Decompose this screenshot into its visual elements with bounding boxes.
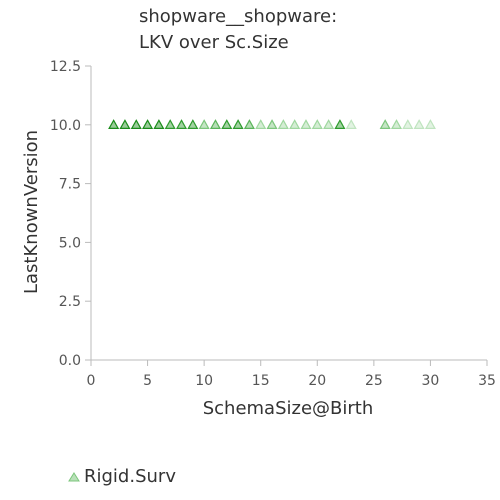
y-tick-label: 2.5 (59, 294, 81, 310)
x-tick-label: 30 (422, 373, 440, 389)
x-tick-label: 10 (195, 373, 213, 389)
data-point (379, 119, 391, 129)
x-tick-label: 20 (308, 373, 326, 389)
y-axis-label: LastKnownVersion (21, 130, 42, 294)
data-point (164, 119, 176, 129)
data-point (390, 119, 403, 129)
data-point (221, 119, 233, 129)
data-point (187, 119, 199, 129)
x-tick-label: 35 (478, 373, 496, 389)
y-tick-label: 7.5 (59, 177, 81, 193)
data-point (175, 119, 188, 129)
y-tick-label: 12.5 (50, 59, 81, 75)
data-point (142, 119, 154, 129)
y-tick-label: 0.0 (59, 353, 81, 369)
data-point (289, 119, 301, 129)
x-tick-label: 25 (365, 373, 383, 389)
y-tick-label: 10.0 (50, 118, 81, 134)
data-point (255, 119, 267, 129)
data-point (266, 119, 278, 129)
legend-label-rigid-surv: Rigid.Surv (84, 466, 176, 487)
axes: 0.0 2.5 5.0 7.5 10.0 12.5 0 5 10 15 20 25 30 35 (50, 59, 496, 389)
data-points (108, 119, 436, 129)
data-point (243, 119, 255, 129)
data-point (232, 119, 244, 129)
data-point (119, 119, 131, 129)
data-point (198, 119, 210, 129)
legend: Rigid.Surv (68, 466, 176, 487)
data-point (108, 119, 120, 129)
chart-subtitle: LKV over Sc.Size (139, 32, 289, 53)
y-tick-label: 5.0 (59, 235, 81, 251)
x-tick-label: 15 (252, 373, 270, 389)
data-point (311, 119, 323, 129)
data-point (209, 119, 221, 129)
data-point (345, 119, 357, 129)
data-point (402, 119, 414, 129)
data-point (277, 119, 289, 129)
data-point (413, 119, 425, 129)
data-point (153, 119, 165, 129)
x-tick-label: 5 (143, 373, 152, 389)
x-tick-label: 0 (87, 373, 96, 389)
data-point (334, 119, 346, 129)
data-point (300, 119, 312, 129)
x-axis-label: SchemaSize@Birth (203, 398, 374, 419)
chart-title: shopware__shopware: (139, 6, 338, 27)
data-point (323, 119, 335, 129)
legend-triangle-icon (68, 471, 80, 481)
data-point (130, 119, 142, 129)
data-point (424, 119, 436, 129)
